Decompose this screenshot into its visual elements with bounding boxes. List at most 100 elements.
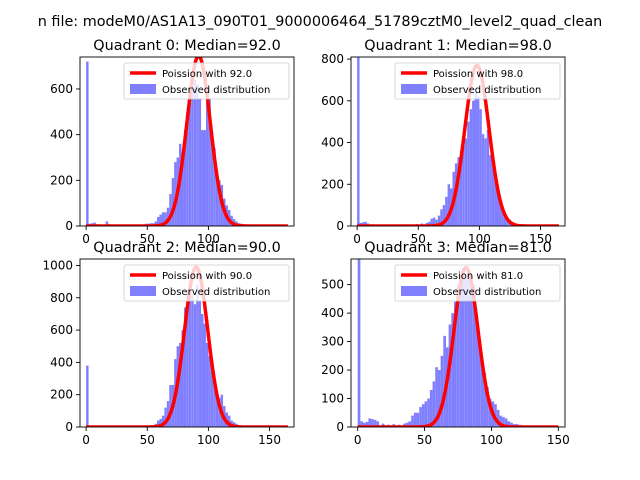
histogram-bar <box>427 398 430 427</box>
histogram-bar <box>186 111 189 226</box>
legend-bar-swatch <box>401 286 427 296</box>
histogram-bar <box>188 102 192 226</box>
histogram-bar <box>483 372 487 427</box>
histogram-bar <box>154 221 158 226</box>
histogram-bar <box>462 267 465 427</box>
histogram-bar <box>215 171 219 226</box>
legend-label-observed: Observed distribution <box>162 287 270 298</box>
histogram-bar <box>218 397 221 427</box>
subplot-quadrant-2: 0 50 100 150 0 200 400 600 800 1000 Quadrant 2: Me… <box>42 240 295 447</box>
poisson-curve <box>85 265 289 427</box>
y-tick-label: 400 <box>50 355 73 369</box>
histogram-bar <box>474 92 477 226</box>
histogram-bar <box>208 355 211 427</box>
legend-box <box>394 264 561 302</box>
axes-frame <box>350 258 566 428</box>
histogram-bar <box>432 381 436 427</box>
legend-label-poisson: Poission with 90.0 <box>162 271 252 282</box>
figure-title: n file: modeM0/AS1A13_090T01_9000006464_… <box>38 14 603 30</box>
subplot-title: Quadrant 2: Median=90.0 <box>93 240 281 256</box>
legend-label-observed: Observed distribution <box>162 85 270 96</box>
histogram-bar <box>478 341 481 427</box>
histogram-bar <box>210 134 214 226</box>
histogram-bar <box>479 109 482 226</box>
histogram-bar <box>183 307 187 427</box>
histogram-bar <box>198 301 202 427</box>
y-tick-label: 0 <box>336 420 344 434</box>
histogram-bar <box>421 404 425 427</box>
histogram-bar <box>498 198 502 226</box>
x-tick-label: 0 <box>82 433 90 447</box>
x-tick-label: 100 <box>480 433 503 447</box>
histogram-bar <box>486 387 489 427</box>
histogram-bar <box>179 343 182 427</box>
histogram-bar <box>501 207 504 226</box>
histogram-bar <box>183 130 187 226</box>
histogram-bar <box>462 146 465 226</box>
histogram-bar <box>472 100 475 226</box>
histogram-bar <box>86 365 89 427</box>
histogram-bar <box>480 358 484 427</box>
histogram-bar <box>181 330 184 427</box>
y-tick-label: 200 <box>50 173 73 187</box>
legend: Poission with 92.0 Observed distribution <box>123 62 290 100</box>
histogram-bar <box>440 355 444 427</box>
histogram-bar <box>218 180 221 226</box>
histogram-bar <box>507 421 511 427</box>
histogram-bar <box>201 313 204 427</box>
y-tick-label: 500 <box>321 278 344 292</box>
x-tick-label: 150 <box>529 232 552 246</box>
histogram-bar <box>451 313 454 427</box>
histogram-bar <box>416 412 420 427</box>
histogram-bar <box>432 217 436 226</box>
histogram-bar <box>196 284 199 427</box>
histogram-bar <box>210 365 214 427</box>
x-tick-label: 50 <box>140 232 155 246</box>
x-tick-label: 0 <box>82 232 90 246</box>
poisson-curve <box>85 57 289 226</box>
histogram-bar <box>357 259 361 427</box>
histogram-bar <box>419 407 422 427</box>
histogram-bar <box>169 385 172 427</box>
histogram-bar <box>164 212 167 226</box>
x-tick-label: 100 <box>197 433 220 447</box>
legend: Poission with 90.0 Observed distribution <box>123 264 290 302</box>
legend-label-poisson: Poission with 98.0 <box>433 69 523 80</box>
subplot-title: Quadrant 3: Median=81.0 <box>364 240 552 256</box>
y-tick-label: 0 <box>336 219 344 233</box>
y-tick-label: 100 <box>321 392 344 406</box>
histogram-bar <box>456 284 460 427</box>
subplot-quadrant-1: 0 50 100 150 0 200 400 600 800 Quadrant 1: Median… <box>321 38 566 246</box>
histogram-bar <box>428 221 431 226</box>
subplot-title: Quadrant 0: Median=92.0 <box>93 38 281 54</box>
x-tick-label: 150 <box>547 433 570 447</box>
histogram-bar <box>227 415 231 427</box>
histogram-bar <box>503 213 507 226</box>
histogram-bar <box>435 219 438 226</box>
histogram-bar <box>472 284 476 427</box>
histogram-bar <box>203 130 206 226</box>
axes-frame <box>79 258 295 428</box>
histogram-bar <box>457 157 460 226</box>
subplot-quadrant-0: 0 50 100 0 200 400 600 Quadrant 0: Median=92.0 P… <box>50 38 295 246</box>
histogram-bar <box>459 150 463 226</box>
histogram-bar <box>371 419 374 427</box>
y-tick-label: 200 <box>321 177 344 191</box>
histogram-bar <box>429 389 433 427</box>
legend-label-observed: Observed distribution <box>433 85 541 96</box>
histogram-bar <box>362 222 365 226</box>
axes-frame <box>350 56 566 227</box>
histogram-bar <box>157 420 160 427</box>
y-tick-label: 400 <box>321 306 344 320</box>
histogram-bar <box>405 422 409 427</box>
histogram-bar <box>489 155 492 226</box>
histogram-bar <box>166 207 170 226</box>
y-tick-label: 600 <box>50 82 73 96</box>
histogram-bar <box>467 273 471 427</box>
histogram-bar <box>459 278 463 427</box>
histogram-bar <box>499 415 503 427</box>
histogram-bar <box>453 301 457 427</box>
y-tick-label: 1000 <box>42 258 73 272</box>
histogram-bar <box>437 215 441 226</box>
x-tick-label: 100 <box>197 232 220 246</box>
